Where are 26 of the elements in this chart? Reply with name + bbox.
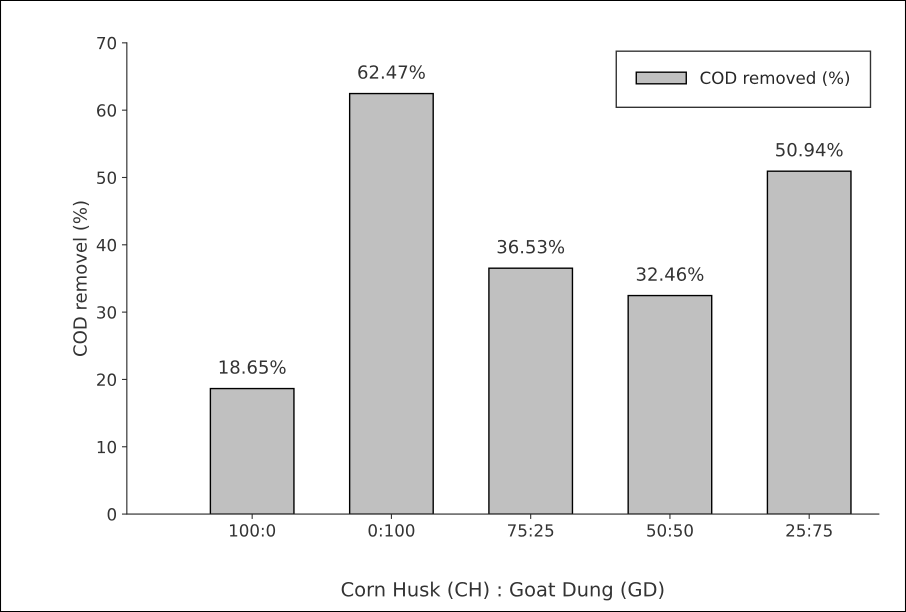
y-tick-label: 60 [97,104,116,117]
x-tick-label: 100:0 [230,524,276,537]
x-axis-title: Corn Husk (CH) : Goat Dung (GD) [342,582,664,600]
data-label: 50.94% [776,142,843,157]
bar [627,294,712,514]
y-axis-title: COD removel (%) [72,202,89,356]
bar [210,388,295,514]
bar [488,267,574,514]
x-tick-label: 25:75 [786,524,832,537]
data-label: 62.47% [358,65,425,79]
y-tick-label: 40 [96,238,116,252]
y-tick-label: 70 [97,36,116,50]
data-label: 18.65% [220,360,286,374]
x-tick-label: 50:50 [647,524,693,537]
y-tick-label: 50 [97,171,116,184]
y-tick-label: 0 [108,508,116,521]
legend-label: COD removed (%) [700,71,850,86]
y-tick-label: 30 [97,306,116,319]
data-label: 32.46% [636,267,704,281]
y-tick-label: 20 [97,373,116,386]
x-tick-label: 75:25 [508,524,554,537]
data-label: 36.53% [498,240,564,254]
y-tick-label: 10 [98,440,116,454]
bar [348,92,434,514]
x-tick-label: 0:100 [368,524,414,537]
bar [766,170,852,514]
